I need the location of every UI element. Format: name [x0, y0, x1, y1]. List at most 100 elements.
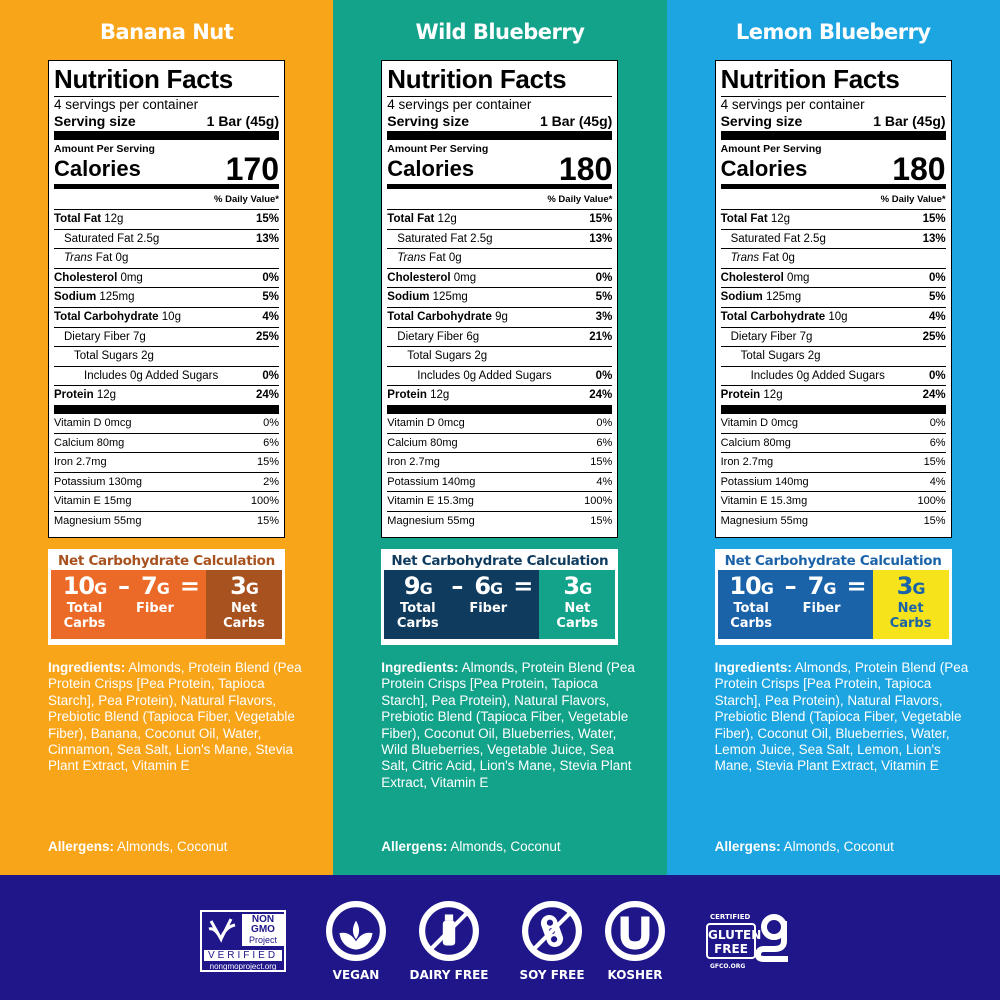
vitamin-name: Vitamin E 15.3mg [387, 495, 474, 508]
nutrient-amount: Total Sugars 2g [407, 350, 488, 363]
nutrient-row: Saturated Fat 2.5g 13% [387, 230, 613, 250]
allergens-text: Almonds, Coconut [447, 839, 561, 854]
unit: G [419, 579, 433, 598]
nutrient-amount: 0mg [450, 271, 477, 284]
certifications-footer: NON GMO Project VERIFIED nongmoproject.o… [0, 875, 1000, 1000]
nutrient-row: Dietary Fiber 7g 25% [720, 328, 946, 348]
total-carbs-label: Total Carbs [63, 601, 106, 631]
nutrient-amount: Includes 0g Added Sugars [417, 369, 552, 382]
vitamin-name: Vitamin E 15mg [54, 495, 132, 508]
non-gmo-line1: NON [251, 914, 275, 925]
nutrient-dv: 0% [595, 271, 613, 284]
nutrient-amount: 0mg [783, 271, 810, 284]
daily-value-header: % Daily Value* [54, 191, 279, 210]
nutrient-dv: 0% [928, 369, 946, 382]
nutrient-amount: 0mg [117, 271, 143, 284]
nutrient-dv: 0% [928, 271, 946, 284]
calories-label: Calories [720, 156, 808, 181]
net-carbs-value: 3 [230, 572, 247, 600]
nutrient-row: Saturated Fat 2.5g 13% [720, 230, 946, 250]
allergens-text: Almonds, Coconut [114, 839, 228, 854]
nutrition-facts-title: Nutrition Facts [720, 64, 946, 97]
serving-size-label: Serving size [720, 113, 803, 129]
vitamin-name: Vitamin D 0mcg [720, 416, 799, 429]
product-panels: Banana Nut Nutrition Facts 4 servings pe… [0, 0, 1000, 875]
vitamin-name: Calcium 80mg [54, 436, 125, 449]
nutrient-row: Includes 0g Added Sugars 0% [720, 367, 946, 387]
no-dairy-icon [419, 901, 479, 961]
calories-row: Calories 180 [387, 153, 612, 185]
vitamin-dv: 0% [263, 416, 279, 429]
nutrient-name-italic: Trans [397, 252, 426, 265]
nutrition-facts-label: Nutrition Facts 4 servings per container… [714, 60, 952, 538]
nutrient-row: Total Sugars 2g [720, 347, 946, 367]
calories-label: Calories [54, 156, 141, 181]
allergens: Allergens: Almonds, Coconut [48, 839, 227, 854]
nutrient-amount: 125mg [96, 291, 135, 304]
nutrient-name: Protein [387, 389, 427, 402]
gf-certified: CERTIFIED [710, 913, 751, 921]
nutrient-name: Cholesterol [387, 271, 451, 284]
nutrition-facts-title: Nutrition Facts [54, 64, 279, 97]
net-carb-title: Net Carbohydrate Calculation [58, 553, 275, 569]
vitamin-row: Vitamin E 15mg 100% [54, 492, 279, 512]
nutrient-name: Total Carbohydrate [387, 310, 492, 323]
nutrient-name: Cholesterol [720, 271, 784, 284]
thick-divider [387, 404, 613, 414]
thick-divider [54, 404, 279, 414]
servings-per-container: 4 servings per container [387, 97, 532, 112]
vitamin-dv: 100% [250, 495, 279, 508]
vitamin-name: Magnesium 55mg [720, 514, 809, 527]
vitamin-dv: 15% [256, 514, 279, 527]
panel-wild-blueberry: Wild Blueberry Nutrition Facts 4 serving… [333, 0, 667, 875]
badge-label: DAIRY FREE [409, 968, 489, 982]
nutrient-row: Total Fat 12g 15% [720, 210, 946, 230]
nutrient-row: Total Carbohydrate 10g 4% [720, 308, 946, 328]
vegan-leaf-icon [326, 901, 386, 961]
nutrient-row: Cholesterol 0mg 0% [54, 269, 279, 289]
vitamin-row: Vitamin D 0mcg 0% [54, 414, 279, 434]
badge-vegan: VEGAN [325, 900, 387, 982]
non-gmo-line2: GMO [251, 924, 275, 935]
non-gmo-badge: NON GMO Project VERIFIED nongmoproject.o… [200, 910, 286, 972]
allergens: Allergens: Almonds, Coconut [381, 839, 560, 854]
vitamin-row: Iron 2.7mg 15% [387, 453, 613, 473]
nutrient-row: Sodium 125mg 5% [387, 288, 613, 308]
calories-row: Calories 170 [54, 153, 279, 185]
nutrient-amount: 10g [825, 310, 848, 323]
net-carbs-value: 3 [896, 572, 914, 600]
nutrient-row: Total Carbohydrate 10g 4% [54, 308, 279, 328]
nutrient-amount: Fat 0g [759, 252, 795, 265]
net-carb-calculation: Net Carbohydrate Calculation 10G Total Ca… [714, 549, 952, 645]
vitamin-row: Potassium 140mg 4% [387, 473, 613, 493]
nutrient-amount: Saturated Fat 2.5g [64, 232, 160, 245]
nutrient-dv: 5% [928, 291, 946, 304]
non-gmo-url: nongmoproject.org [209, 962, 277, 971]
ingredients-label: Ingredients: [381, 660, 459, 675]
nutrient-dv: 0% [262, 271, 279, 284]
nutrient-row: Total Carbohydrate 9g 3% [387, 308, 613, 328]
unit: G [823, 579, 836, 598]
nutrient-amount: 125mg [429, 291, 468, 304]
nutrient-amount: 12g [767, 213, 791, 225]
ingredients-label: Ingredients: [48, 660, 126, 675]
nutrient-row: Includes 0g Added Sugars 0% [54, 367, 279, 387]
vitamin-row: Vitamin E 15.3mg 100% [387, 492, 613, 512]
vitamin-dv: 100% [584, 495, 613, 508]
vitamin-name: Potassium 140mg [387, 475, 476, 488]
amount-per-serving: Amount Per Serving [54, 143, 155, 155]
nutrient-amount: 12g [434, 213, 457, 225]
nutrient-dv: 0% [595, 369, 613, 382]
fiber-label: Fiber [802, 601, 841, 616]
vitamin-dv: 0% [929, 416, 946, 429]
gf-line2: FREE [714, 942, 748, 956]
nutrient-dv: 4% [928, 310, 946, 323]
nutrient-name: Total Carbohydrate [54, 310, 159, 323]
nutrient-row: Protein 12g 24% [54, 386, 279, 405]
net-carb-title: Net Carbohydrate Calculation [724, 553, 942, 569]
minus-sign: – [784, 572, 797, 600]
serving-size-value: 1 Bar (45g) [539, 113, 613, 129]
nutrient-row: Sodium 125mg 5% [54, 288, 279, 308]
ingredients-label: Ingredients: [714, 660, 792, 675]
vitamin-name: Magnesium 55mg [54, 514, 142, 527]
